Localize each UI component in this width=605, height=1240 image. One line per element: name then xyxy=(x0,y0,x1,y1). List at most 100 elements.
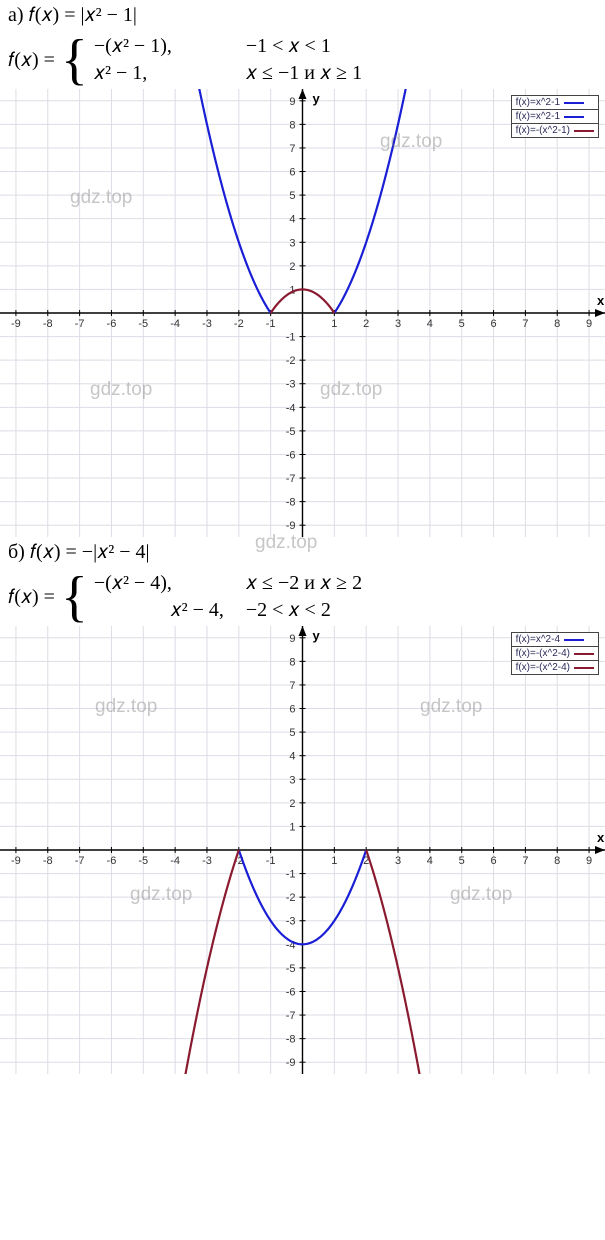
svg-text:9: 9 xyxy=(586,318,592,330)
svg-text:-1: -1 xyxy=(266,855,276,867)
svg-text:-9: -9 xyxy=(286,1057,296,1069)
brace-icon: { xyxy=(61,36,88,84)
problem-b-piecewise: 𝑓(𝑥) = { −(𝑥² − 4), 𝑥 ≤ −2 и 𝑥 ≥ 2 𝑥² − … xyxy=(0,568,605,626)
svg-text:8: 8 xyxy=(554,318,560,330)
svg-text:6: 6 xyxy=(289,704,295,716)
svg-text:7: 7 xyxy=(289,680,295,692)
svg-text:-9: -9 xyxy=(286,520,296,532)
svg-text:4: 4 xyxy=(427,855,433,867)
legend-label: f(x)=x^2-1 xyxy=(516,97,560,108)
piece-condition: −2 < 𝑥 < 2 xyxy=(246,599,446,622)
svg-text:-2: -2 xyxy=(286,892,296,904)
piece-condition: 𝑥 ≤ −2 и 𝑥 ≥ 2 xyxy=(246,572,446,595)
piece-row: 𝑥² − 4, −2 < 𝑥 < 2 xyxy=(94,599,446,622)
chart-svg: -9 -8 -7 -6 -5 -4 -3 -2 -1 1 2 3 4 5 6 7 8 9 -9 -8 -7 -6 -5 -4 -… xyxy=(0,89,605,537)
legend-swatch xyxy=(574,653,594,655)
svg-text:1: 1 xyxy=(331,318,337,330)
chart-legend: f(x)=x^2-1 f(x)=x^2-1 f(x)=-(x^2-1) xyxy=(511,95,599,138)
svg-text:-7: -7 xyxy=(75,318,85,330)
svg-text:-8: -8 xyxy=(286,1034,296,1046)
piece-row: −(𝑥² − 1), −1 < 𝑥 < 1 xyxy=(94,35,446,58)
svg-text:-4: -4 xyxy=(286,402,296,414)
legend-row: f(x)=x^2-4 xyxy=(512,633,598,647)
svg-text:-8: -8 xyxy=(43,855,53,867)
svg-text:8: 8 xyxy=(289,119,295,131)
svg-text:-8: -8 xyxy=(286,497,296,509)
svg-text:-7: -7 xyxy=(286,1010,296,1022)
legend-swatch xyxy=(564,639,584,641)
piece-row: −(𝑥² − 4), 𝑥 ≤ −2 и 𝑥 ≥ 2 xyxy=(94,572,446,595)
svg-text:-4: -4 xyxy=(170,318,180,330)
svg-text:5: 5 xyxy=(459,855,465,867)
svg-text:x: x xyxy=(597,293,605,308)
svg-text:-2: -2 xyxy=(286,355,296,367)
piece-row: 𝑥² − 1, 𝑥 ≤ −1 и 𝑥 ≥ 1 xyxy=(94,62,446,85)
piece-expr: −(𝑥² − 1), xyxy=(94,35,224,58)
svg-text:1: 1 xyxy=(289,821,295,833)
legend-swatch xyxy=(574,130,594,132)
svg-text:1: 1 xyxy=(331,855,337,867)
brace-icon: { xyxy=(61,573,88,621)
svg-text:-2: -2 xyxy=(234,318,244,330)
svg-text:-3: -3 xyxy=(202,318,212,330)
svg-text:-1: -1 xyxy=(266,318,276,330)
svg-text:-3: -3 xyxy=(286,916,296,928)
legend-label: f(x)=x^2-1 xyxy=(516,111,560,122)
svg-text:2: 2 xyxy=(289,261,295,273)
chart-svg: -9-8-7-6-5-4-3-2-1123456789-9-8-7-6-5-4-… xyxy=(0,626,605,1074)
svg-text:4: 4 xyxy=(427,318,433,330)
svg-text:9: 9 xyxy=(586,855,592,867)
chart-legend: f(x)=x^2-4 f(x)=-(x^2-4)f(x)=-(x^2-4) xyxy=(511,632,599,675)
svg-text:3: 3 xyxy=(289,237,295,249)
legend-label: f(x)=x^2-4 xyxy=(516,634,560,645)
legend-row: f(x)=-(x^2-4) xyxy=(512,661,598,674)
svg-text:6: 6 xyxy=(289,167,295,179)
svg-text:-6: -6 xyxy=(286,986,296,998)
svg-text:4: 4 xyxy=(289,214,295,226)
svg-text:7: 7 xyxy=(522,318,528,330)
piece-expr: 𝑥² − 4, xyxy=(94,599,224,622)
legend-row: f(x)=-(x^2-4) xyxy=(512,647,598,661)
svg-text:-7: -7 xyxy=(75,855,85,867)
svg-text:6: 6 xyxy=(490,855,496,867)
problem-b-title: б) 𝑓(𝑥) = −|𝑥² − 4| xyxy=(0,537,605,568)
svg-text:-5: -5 xyxy=(138,318,148,330)
svg-text:6: 6 xyxy=(490,318,496,330)
svg-text:3: 3 xyxy=(395,318,401,330)
svg-text:9: 9 xyxy=(289,633,295,645)
svg-text:5: 5 xyxy=(459,318,465,330)
svg-text:5: 5 xyxy=(289,190,295,202)
svg-text:7: 7 xyxy=(289,143,295,155)
legend-swatch xyxy=(574,667,594,669)
svg-text:-9: -9 xyxy=(11,318,21,330)
legend-swatch xyxy=(564,116,584,118)
piecewise-left-label: 𝑓(𝑥) = xyxy=(8,49,55,72)
piece-expr: −(𝑥² − 4), xyxy=(94,572,224,595)
svg-text:2: 2 xyxy=(289,798,295,810)
legend-label: f(x)=-(x^2-4) xyxy=(516,662,570,673)
legend-row: f(x)=x^2-1 xyxy=(512,96,598,110)
legend-swatch xyxy=(564,102,584,104)
svg-text:-6: -6 xyxy=(107,318,117,330)
piece-condition: −1 < 𝑥 < 1 xyxy=(246,35,446,58)
chart-a: -9 -8 -7 -6 -5 -4 -3 -2 -1 1 2 3 4 5 6 7 8 9 -9 -8 -7 -6 -5 -4 -… xyxy=(0,89,605,537)
svg-text:-6: -6 xyxy=(286,449,296,461)
svg-text:8: 8 xyxy=(554,855,560,867)
piecewise-body: −(𝑥² − 4), 𝑥 ≤ −2 и 𝑥 ≥ 2 𝑥² − 4, −2 < 𝑥… xyxy=(94,572,446,622)
problem-a-piecewise: 𝑓(𝑥) = { −(𝑥² − 1), −1 < 𝑥 < 1 𝑥² − 1, 𝑥… xyxy=(0,31,605,89)
svg-text:y: y xyxy=(313,628,321,643)
svg-text:-7: -7 xyxy=(286,473,296,485)
svg-text:-8: -8 xyxy=(43,318,53,330)
piecewise-left-label: 𝑓(𝑥) = xyxy=(8,586,55,609)
svg-text:-1: -1 xyxy=(286,332,296,344)
piecewise-body: −(𝑥² − 1), −1 < 𝑥 < 1 𝑥² − 1, 𝑥 ≤ −1 и 𝑥… xyxy=(94,35,446,85)
legend-row: f(x)=-(x^2-1) xyxy=(512,124,598,137)
svg-text:2: 2 xyxy=(363,318,369,330)
piece-expr: 𝑥² − 1, xyxy=(94,62,224,85)
svg-text:-9: -9 xyxy=(11,855,21,867)
piece-condition: 𝑥 ≤ −1 и 𝑥 ≥ 1 xyxy=(246,62,446,85)
svg-text:-5: -5 xyxy=(286,426,296,438)
legend-label: f(x)=-(x^2-1) xyxy=(516,125,570,136)
legend-row: f(x)=x^2-1 xyxy=(512,110,598,124)
svg-text:3: 3 xyxy=(289,774,295,786)
